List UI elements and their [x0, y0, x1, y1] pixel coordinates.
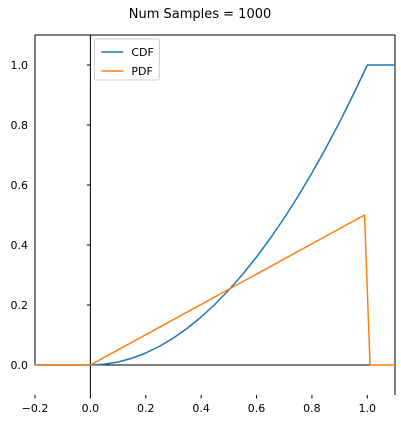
chart-title: Num Samples = 1000: [129, 7, 272, 22]
x-tick-label: 0.6: [248, 402, 266, 415]
series-line-pdf: [35, 214, 395, 366]
x-tick-label: −0.2: [22, 402, 49, 415]
legend-label-pdf: PDF: [131, 65, 152, 78]
y-tick-label: 0.2: [11, 299, 29, 312]
legend-label-cdf: CDF: [131, 46, 153, 59]
y-tick-label: 0.0: [11, 359, 29, 372]
x-tick-label: 1.0: [359, 402, 377, 415]
x-tick-label: 0.4: [192, 402, 210, 415]
series-line-cdf: [35, 64, 395, 366]
y-tick-label: 0.6: [11, 179, 29, 192]
legend-box: [93, 38, 160, 81]
x-tick-label: 0.0: [82, 402, 100, 415]
y-tick-label: 0.8: [11, 119, 29, 132]
y-tick-label: 0.4: [11, 239, 29, 252]
y-tick-label: 1.0: [11, 59, 29, 72]
x-tick-label: 0.8: [303, 402, 321, 415]
plot-area: 0.0 0.2 0.4 0.6 0.8 1.0 −0.2 0.0 0.2 0.4 0.6 0.8 1.0…: [11, 34, 396, 415]
x-tick-label: 0.2: [137, 402, 155, 415]
